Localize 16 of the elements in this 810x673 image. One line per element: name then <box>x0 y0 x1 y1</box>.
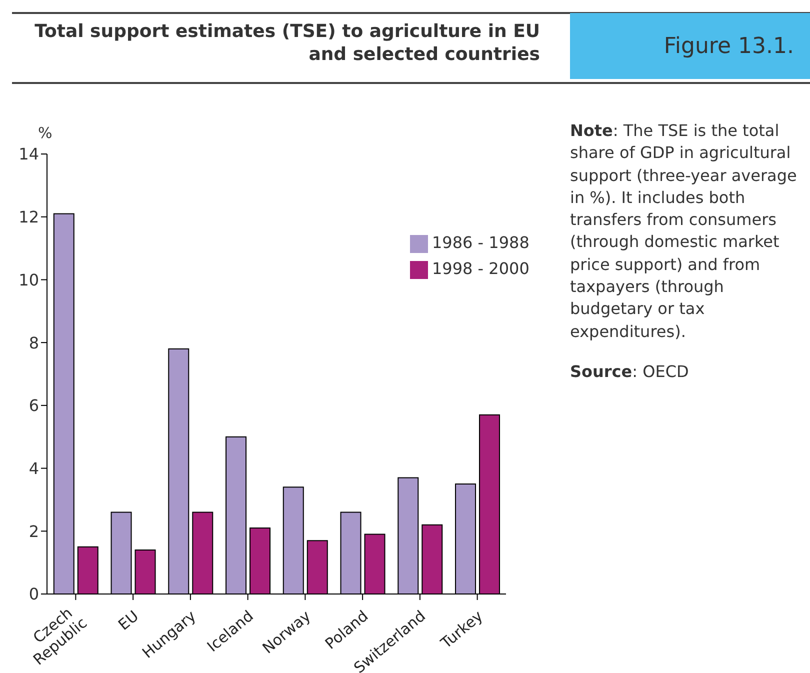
source-note: Source: OECD <box>570 360 690 383</box>
text: Figure 13.1. <box>664 34 795 58</box>
y-tick-label: 4 <box>28 458 39 478</box>
y-tick-label: 10 <box>18 270 39 290</box>
legend-label: 1986 - 1988 <box>432 233 530 252</box>
y-axis-title: % <box>38 124 52 142</box>
text: Note: The TSE is the total share of GDP in agricultural support (three-year average in %). It includes both transfers from consumers (through domestic market price support) and from taxpayers (through budgetary or tax expenditures). <box>570 121 797 341</box>
y-tick-label: 6 <box>28 396 39 416</box>
y-tick-label: 12 <box>18 208 39 227</box>
legend-label: 1998 - 2000 <box>432 259 530 278</box>
y-tick-label: 0 <box>28 584 39 604</box>
y-tick-label: 8 <box>28 333 39 352</box>
y-tick-label: 14 <box>18 144 39 164</box>
chart-title: Total support estimates (TSE) to agriculture in EU and selected countries <box>34 20 540 66</box>
y-tick-label: 2 <box>28 522 39 541</box>
x-tick-label: EU <box>114 606 142 634</box>
